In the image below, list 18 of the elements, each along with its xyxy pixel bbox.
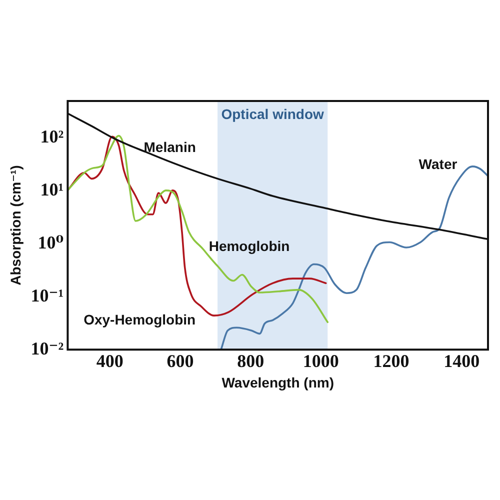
x-tick-label: 400	[96, 351, 124, 372]
series-label: Melanin	[144, 139, 196, 156]
series-label: Hemoglobin	[208, 238, 290, 254]
series-label: Oxy-Hemoglobin	[84, 311, 196, 328]
x-tick-label: 800	[237, 351, 264, 372]
x-tick-label: 1200	[373, 351, 410, 372]
series-label: Water	[418, 156, 458, 172]
band-label: Optical window	[221, 106, 324, 122]
y-tick-label: 10⁰	[38, 232, 64, 252]
x-tick-label: 1400	[444, 351, 480, 372]
y-tick-label: 10⁻²	[30, 338, 64, 358]
x-tick-label: 600	[166, 351, 194, 372]
y-axis-title: Absorption (cm⁻¹)	[7, 165, 24, 286]
y-tick-label: 10²	[40, 126, 64, 147]
y-tick-label: 10¹	[40, 180, 64, 200]
x-tick-label: 1000	[302, 351, 339, 372]
y-tick-label: 10⁻¹	[30, 285, 64, 306]
x-axis-title: Wavelength (nm)	[222, 374, 334, 390]
